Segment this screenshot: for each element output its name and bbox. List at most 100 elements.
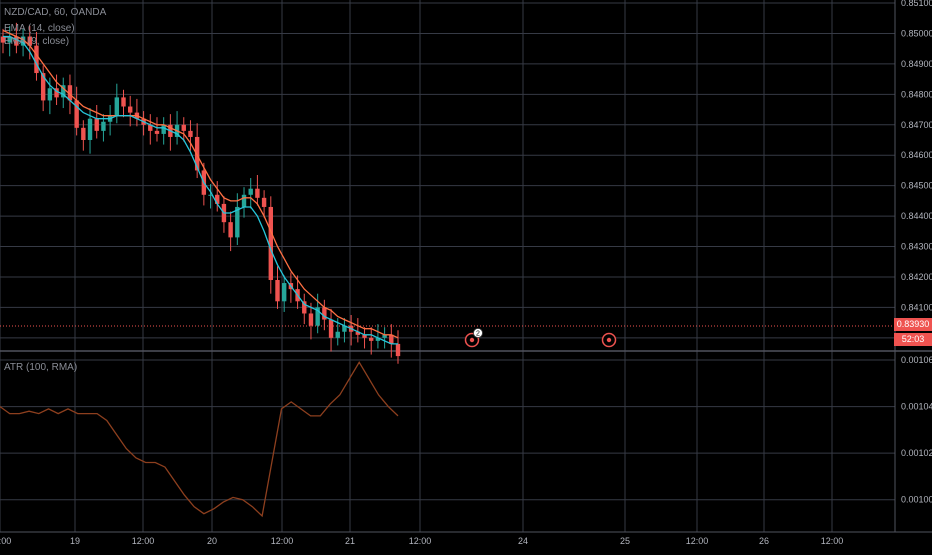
- candle-body: [241, 194, 247, 207]
- candles: [0, 22, 401, 364]
- candle-body: [395, 343, 401, 357]
- candle-body: [121, 97, 126, 107]
- candle-body: [74, 100, 79, 128]
- ema-fast-line: [3, 35, 398, 345]
- event-marker[interactable]: 2: [464, 328, 483, 348]
- candle-body: [342, 325, 347, 332]
- candle-body: [14, 36, 19, 46]
- event-badge: [473, 328, 483, 338]
- x-tick-label: 12:00: [821, 536, 844, 546]
- candle-body: [61, 85, 66, 98]
- price-tick-label: 0.84600: [901, 150, 932, 160]
- ema-slow-legend: EMA (9, close): [4, 35, 69, 48]
- candle-body: [114, 97, 120, 116]
- candle-body: [87, 118, 93, 140]
- candle-body: [261, 197, 267, 207]
- candle-body: [328, 319, 334, 338]
- x-tick-label: 12:00: [686, 536, 709, 546]
- price-tick-label: 0.85000: [901, 28, 932, 38]
- price-tick-label: 0.84200: [901, 272, 932, 282]
- candle-body: [369, 337, 374, 341]
- candle-body: [382, 334, 387, 338]
- atr-tick-label: 0.00104: [901, 402, 932, 412]
- x-tick-label: 12:00: [409, 536, 432, 546]
- ema-fast-legend: EMA (14, close): [4, 22, 75, 35]
- price-tick-label: 0.84800: [901, 89, 932, 99]
- x-tick-label: 19: [70, 536, 80, 546]
- atr-legend: ATR (100, RMA): [4, 361, 77, 374]
- candle-body: [94, 118, 99, 131]
- candle-body: [148, 124, 153, 131]
- candle-body: [161, 124, 166, 134]
- candle-body: [20, 36, 26, 46]
- candle-body: [154, 130, 160, 134]
- candle-body: [208, 194, 213, 196]
- last-price-value: 0.83930: [896, 319, 930, 329]
- price-tick-label: 0.84500: [901, 181, 932, 191]
- candle-body: [275, 280, 280, 302]
- candle-body: [34, 45, 39, 74]
- price-tick-label: 0.84700: [901, 120, 932, 130]
- x-tick-label: 12:00: [271, 536, 294, 546]
- x-tick-label: 20: [207, 536, 217, 546]
- candle-body: [302, 301, 307, 314]
- candle-body: [128, 106, 133, 113]
- candle-body: [362, 334, 367, 338]
- atr-series-line: [0, 361, 399, 518]
- candle-body: [375, 337, 381, 341]
- x-tick-label: 12:00: [132, 536, 155, 546]
- event-dot: [469, 337, 475, 343]
- candle-body: [54, 88, 59, 98]
- candle-body: [315, 307, 320, 326]
- candle-body: [255, 188, 260, 198]
- atr-tick-label: 0.00102: [901, 448, 932, 458]
- atr-tick-label: 0.00106: [901, 355, 932, 365]
- symbol-line: NZD/CAD, 60, OANDA: [4, 7, 107, 18]
- candle-body: [188, 130, 193, 137]
- countdown-tag: 52:03: [894, 333, 932, 346]
- ema-slow-label: EMA (9, close): [4, 36, 70, 47]
- symbol-legend: NZD/CAD, 60, OANDA: [4, 6, 106, 19]
- event-dot: [606, 337, 612, 343]
- last-price-tag: 0.83930: [894, 318, 932, 331]
- x-tick-label: 12:00: [0, 536, 11, 546]
- candle-body: [181, 124, 186, 131]
- candle-body: [335, 331, 340, 338]
- x-tick-label: 26: [759, 536, 769, 546]
- candle-body: [215, 194, 220, 204]
- ema-lines: [2, 29, 399, 345]
- event-marker[interactable]: [601, 332, 617, 348]
- price-tick-label: 0.84400: [901, 211, 932, 221]
- candle-body: [322, 307, 327, 320]
- countdown-value: 52:03: [901, 334, 925, 344]
- candle-body: [47, 88, 53, 101]
- candle-body: [0, 36, 6, 43]
- price-tick-label: 0.85100: [901, 0, 932, 8]
- ema-slow-line: [2, 29, 399, 339]
- candle-body: [355, 331, 361, 335]
- grid: [0, 0, 932, 533]
- candle-body: [40, 73, 46, 101]
- candle-body: [27, 36, 32, 46]
- candle-body: [194, 136, 200, 171]
- candle-body: [67, 85, 73, 101]
- events[interactable]: 2: [464, 328, 617, 348]
- candle-body: [81, 127, 86, 140]
- candle-body: [235, 206, 240, 238]
- ema-fast-label: EMA (14, close): [4, 23, 75, 34]
- candle-body: [308, 313, 314, 326]
- atr-tick-label: 0.00100: [901, 495, 932, 505]
- x-tick-label: 24: [518, 536, 528, 546]
- candle-body: [281, 283, 287, 302]
- price-tick-label: 0.84300: [901, 242, 932, 252]
- x-tick-label: 21: [345, 536, 355, 546]
- candle-body: [101, 121, 106, 131]
- x-tick-label: 25: [620, 536, 630, 546]
- price-tick-label: 0.84900: [901, 59, 932, 69]
- price-tick-label: 0.84100: [901, 302, 932, 312]
- candle-body: [7, 36, 12, 43]
- candle-body: [228, 222, 233, 238]
